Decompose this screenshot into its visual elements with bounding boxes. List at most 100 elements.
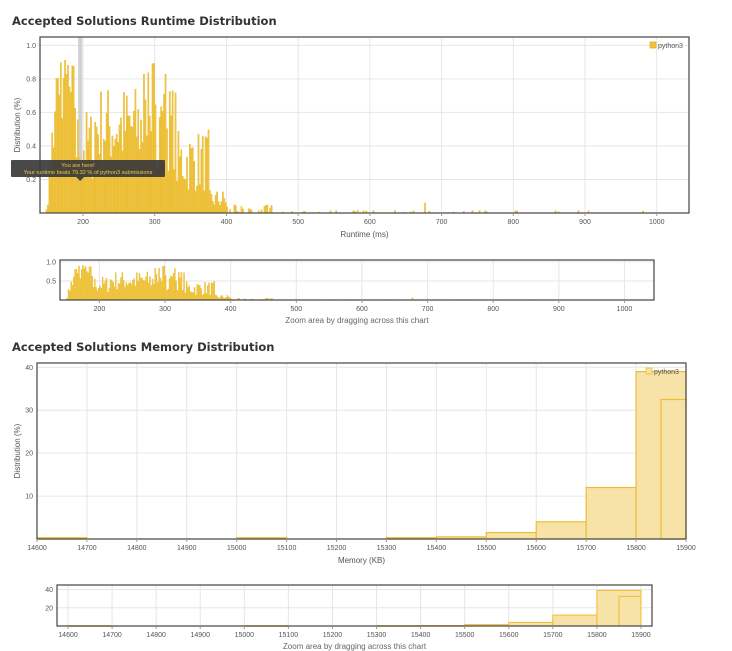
histogram-bar[interactable] xyxy=(129,282,131,301)
histogram-bar[interactable] xyxy=(175,280,177,301)
histogram-bar[interactable] xyxy=(162,266,164,301)
histogram-bar[interactable] xyxy=(149,276,151,301)
histogram-bar[interactable] xyxy=(184,179,187,214)
histogram-bar[interactable] xyxy=(105,278,108,301)
histogram-bar[interactable] xyxy=(67,64,69,214)
histogram-bar[interactable] xyxy=(137,281,139,301)
histogram-bar[interactable] xyxy=(58,94,61,214)
histogram-bar[interactable] xyxy=(104,280,106,301)
histogram-bar[interactable] xyxy=(107,292,109,301)
histogram-bar[interactable] xyxy=(166,128,168,214)
histogram-bar[interactable] xyxy=(197,134,200,214)
histogram-bar[interactable] xyxy=(158,268,160,301)
histogram-bar[interactable] xyxy=(145,276,147,301)
histogram-bar[interactable] xyxy=(112,282,114,301)
histogram-bar[interactable] xyxy=(168,91,171,214)
histogram-bar[interactable] xyxy=(214,294,217,301)
histogram-bar[interactable] xyxy=(269,207,272,214)
histogram-bar[interactable] xyxy=(138,149,141,214)
histogram-bar[interactable] xyxy=(113,286,116,301)
histogram-bar[interactable] xyxy=(178,272,180,301)
histogram-bar[interactable] xyxy=(90,266,92,301)
histogram-bar[interactable] xyxy=(49,171,52,214)
histogram-bar[interactable] xyxy=(270,205,273,214)
histogram-bar[interactable] xyxy=(199,184,201,214)
histogram-bar[interactable] xyxy=(164,73,167,214)
histogram-bar[interactable] xyxy=(217,201,220,214)
histogram-bar[interactable] xyxy=(220,295,222,301)
histogram-bar[interactable] xyxy=(424,202,426,214)
histogram-bar[interactable] xyxy=(203,190,206,214)
histogram-bar[interactable] xyxy=(168,278,171,301)
histogram-bar[interactable] xyxy=(80,269,83,301)
histogram-bar[interactable] xyxy=(64,60,66,214)
histogram-bar[interactable] xyxy=(98,287,100,301)
histogram-bar[interactable] xyxy=(103,283,105,301)
histogram-bar[interactable] xyxy=(155,274,158,301)
histogram-bar[interactable] xyxy=(143,73,145,214)
histogram-bar[interactable] xyxy=(68,86,71,214)
histogram-bar[interactable] xyxy=(265,205,267,214)
histogram-bar[interactable] xyxy=(160,106,163,214)
histogram-bar[interactable] xyxy=(119,283,121,301)
histogram-bar[interactable] xyxy=(193,161,195,214)
histogram-bar[interactable] xyxy=(183,178,185,214)
histogram-bar[interactable] xyxy=(72,65,75,214)
histogram-bar[interactable] xyxy=(57,77,59,214)
histogram-bar[interactable] xyxy=(203,293,205,301)
histogram-bar[interactable] xyxy=(216,295,218,301)
histogram-bar[interactable] xyxy=(212,282,214,301)
histogram-bar[interactable] xyxy=(140,277,142,301)
histogram-bar[interactable] xyxy=(95,287,97,301)
legend-label[interactable]: python3 xyxy=(654,369,679,376)
histogram-bar[interactable] xyxy=(92,287,95,301)
histogram-bar[interactable] xyxy=(167,170,170,214)
histogram-bar[interactable] xyxy=(184,292,187,301)
histogram-bar[interactable] xyxy=(86,271,88,301)
histogram-bar[interactable] xyxy=(161,281,163,301)
histogram-bar[interactable] xyxy=(75,269,78,301)
histogram-bar[interactable] xyxy=(150,285,152,301)
histogram-bar[interactable] xyxy=(100,288,103,301)
histogram-bar[interactable] xyxy=(179,156,181,214)
histogram-bar[interactable] xyxy=(485,531,537,540)
histogram-bar[interactable] xyxy=(96,290,99,301)
histogram-bar[interactable] xyxy=(132,279,134,301)
histogram-bar[interactable] xyxy=(67,289,70,301)
histogram-bar[interactable] xyxy=(77,273,79,301)
histogram-bar[interactable] xyxy=(179,277,181,301)
histogram-bar[interactable] xyxy=(224,202,227,214)
histogram-bar[interactable] xyxy=(240,206,243,214)
histogram-bar[interactable] xyxy=(122,280,125,301)
histogram-bar[interactable] xyxy=(205,293,208,301)
histogram-bar[interactable] xyxy=(660,398,687,540)
histogram-bar[interactable] xyxy=(115,272,117,301)
histogram-bar[interactable] xyxy=(134,89,137,214)
histogram-bar[interactable] xyxy=(585,486,637,540)
histogram-bar[interactable] xyxy=(207,129,210,214)
histogram-bar[interactable] xyxy=(226,295,229,301)
histogram-bar[interactable] xyxy=(100,91,102,214)
histogram-bar[interactable] xyxy=(124,287,126,301)
histogram-bar[interactable] xyxy=(101,277,104,301)
histogram-bar[interactable] xyxy=(181,175,184,214)
histogram-bar[interactable] xyxy=(70,281,72,301)
histogram-bar[interactable] xyxy=(128,283,130,301)
histogram-bar[interactable] xyxy=(189,143,191,214)
histogram-bar[interactable] xyxy=(65,73,68,214)
histogram-bar[interactable] xyxy=(249,208,251,214)
histogram-bar[interactable] xyxy=(157,282,159,301)
histogram-bar[interactable] xyxy=(47,204,49,214)
histogram-bar[interactable] xyxy=(78,265,80,301)
histogram-bar[interactable] xyxy=(143,280,146,301)
histogram-bar[interactable] xyxy=(180,272,183,301)
histogram-bar[interactable] xyxy=(147,72,150,214)
histogram-bar[interactable] xyxy=(99,285,101,301)
histogram-bar[interactable] xyxy=(138,273,141,301)
histogram-bar[interactable] xyxy=(176,290,179,301)
histogram-bar[interactable] xyxy=(200,149,203,214)
histogram-bar[interactable] xyxy=(142,280,145,301)
runtime-zoom-chart[interactable]: 200 300 400 500 600 700 800 900 1000 0.5 1.0 Zoom a… xyxy=(0,258,732,330)
histogram-bar[interactable] xyxy=(173,169,175,214)
histogram-bar[interactable] xyxy=(170,275,172,301)
